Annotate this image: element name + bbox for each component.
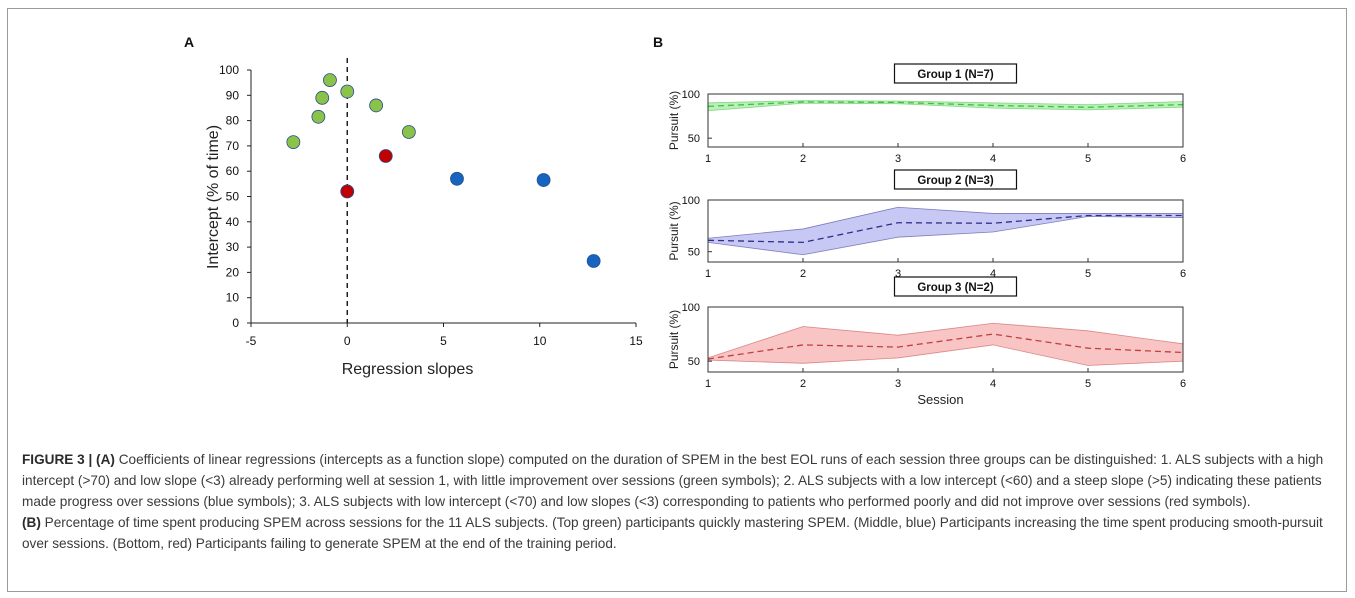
x-tick-label: 15 (629, 334, 643, 348)
y-axis-label: Intercept (% of time) (205, 125, 222, 269)
confidence-band (708, 207, 1183, 255)
y-tick-label: 20 (226, 265, 240, 279)
panel-b-label: B (653, 34, 663, 50)
x-tick-label: 4 (990, 153, 996, 165)
caption-b-label: (B) (22, 515, 41, 530)
data-point (311, 109, 326, 124)
plot-frame (707, 93, 1184, 148)
x-tick-label: 10 (533, 334, 547, 348)
data-point (340, 84, 355, 99)
band-lower-edge (707, 102, 1184, 112)
x-axis-label: Regression slopes (342, 361, 474, 378)
y-tick-label: 50 (688, 247, 700, 259)
panel-b: B 50 100 1 2 3 4 5 6 Pursuit (%) Group 1 (N=7) 50 1… (653, 27, 1198, 417)
x-tick-label: 6 (1180, 268, 1186, 280)
x-tick-label: 0 (344, 334, 351, 348)
group-title-box (893, 63, 1018, 84)
y-tick-label: 100 (219, 63, 239, 77)
data-point (286, 135, 301, 150)
data-point (450, 171, 464, 186)
y-tick-label: 10 (226, 291, 240, 305)
x-tick-label: 2 (800, 268, 806, 280)
caption-part-b: Percentage of time spent producing SPEM … (22, 515, 1323, 551)
caption-part-a: Coefficients of linear regressions (inte… (22, 452, 1324, 509)
pursuit-plots: B 50 100 1 2 3 4 5 6 Pursuit (%) Group 1 (N=7) 50 1… (653, 34, 1186, 407)
y-tick-label: 100 (682, 89, 700, 101)
data-point (586, 254, 601, 268)
panel-a: A 0 10 20 30 40 50 60 70 80 90 100 -5 0 5 10 15 Regressi… (168, 27, 658, 397)
group-title: Group 3 (N=2) (917, 282, 994, 294)
x-tick-label: 5 (1085, 153, 1091, 165)
scatter-plot: A 0 10 20 30 40 50 60 70 80 90 100 -5 0 5 10 15 Regressi… (184, 34, 643, 378)
data-point (315, 90, 330, 105)
x-tick-label: -5 (246, 334, 257, 348)
caption-figure-label: FIGURE 3 | (A) (22, 452, 115, 467)
y-tick-label: 70 (226, 139, 240, 153)
figure-caption: FIGURE 3 | (A) Coefficients of linear re… (22, 449, 1342, 554)
data-point (369, 98, 384, 113)
y-tick-label: 80 (226, 114, 240, 128)
x-tick-label: 6 (1180, 153, 1186, 165)
y-axis-label: Pursuit (%) (667, 91, 681, 150)
group-title-box (893, 169, 1018, 190)
plot-frame (707, 306, 1184, 373)
y-tick-label: 50 (226, 190, 240, 204)
y-tick-label: 90 (226, 88, 240, 102)
x-tick-label: 1 (705, 268, 711, 280)
group-title: Group 1 (N=7) (917, 69, 994, 81)
x-tick-label: 3 (895, 268, 901, 280)
x-tick-label: 4 (990, 268, 996, 280)
y-tick-label: 0 (232, 316, 239, 330)
y-tick-label: 60 (226, 164, 240, 178)
band-lower-edge (707, 344, 1184, 366)
band-upper-edge (707, 206, 1183, 239)
panel-a-label: A (184, 34, 194, 50)
x-tick-label: 3 (895, 378, 901, 390)
x-tick-label: 2 (800, 378, 806, 390)
data-point (323, 73, 337, 88)
group-title-box (893, 276, 1018, 297)
data-point (536, 173, 551, 187)
x-tick-label: 1 (705, 153, 711, 165)
x-tick-label: 4 (990, 378, 996, 390)
data-point (340, 184, 355, 199)
x-tick-label: 1 (705, 378, 711, 390)
data-point (401, 125, 416, 139)
x-tick-label: 5 (1085, 268, 1091, 280)
y-tick-label: 40 (226, 215, 240, 229)
x-tick-label: 3 (895, 153, 901, 165)
y-tick-label: 50 (688, 356, 700, 368)
x-tick-label: 2 (800, 153, 806, 165)
x-tick-label: 5 (1085, 378, 1091, 390)
mean-dashed-line (707, 333, 1184, 360)
y-tick-label: 50 (688, 133, 700, 145)
y-axis-label: Pursuit (%) (667, 201, 681, 260)
confidence-band (708, 323, 1183, 366)
band-lower-edge (707, 216, 1184, 256)
x-axis-label: Session (917, 392, 963, 407)
x-tick-label: 6 (1180, 378, 1186, 390)
band-upper-edge (707, 322, 1184, 359)
figure-frame: A 0 10 20 30 40 50 60 70 80 90 100 -5 0 5 10 15 Regressi… (7, 8, 1347, 592)
y-tick-label: 100 (682, 302, 700, 314)
y-axis-label: Pursuit (%) (667, 310, 681, 369)
band-upper-edge (707, 100, 1184, 106)
x-tick-label: 5 (440, 334, 447, 348)
data-point (378, 149, 393, 163)
group-title: Group 2 (N=3) (917, 175, 994, 187)
y-tick-label: 30 (226, 240, 240, 254)
y-tick-label: 100 (682, 195, 700, 207)
plot-frame (707, 199, 1184, 263)
